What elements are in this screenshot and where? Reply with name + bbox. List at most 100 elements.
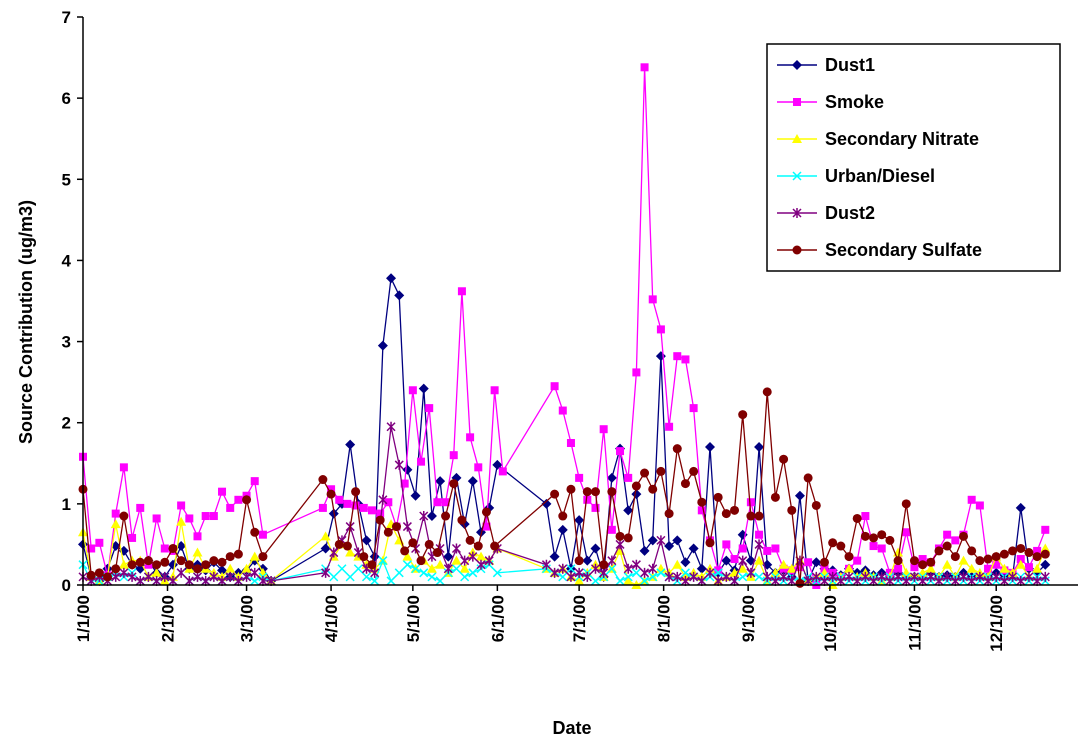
data-point-dust1 [345, 439, 356, 450]
data-point-secondary-sulfate [762, 387, 772, 397]
data-point-smoke [697, 506, 706, 515]
data-point-secondary-sulfate [787, 505, 797, 515]
data-point-smoke [351, 501, 360, 510]
data-point-secondary-sulfate [225, 552, 235, 562]
data-point-urban-diesel [640, 576, 650, 586]
data-point-secondary-sulfate [885, 535, 895, 545]
data-point-urban-diesel [419, 568, 429, 578]
data-point-smoke [738, 544, 747, 553]
data-point-smoke [918, 555, 927, 564]
data-point-dust1 [386, 273, 397, 284]
data-point-smoke [1033, 546, 1042, 555]
data-point-secondary-sulfate [176, 556, 186, 566]
data-point-dust2 [615, 539, 625, 550]
data-point-dust2 [746, 567, 756, 578]
data-point-secondary-sulfate [192, 564, 202, 574]
x-tick-label: 4/1/00 [322, 595, 341, 642]
x-tick-label: 3/1/00 [238, 595, 257, 642]
data-point-dust2 [541, 559, 551, 570]
data-point-secondary-sulfate [599, 560, 609, 570]
data-point-dust2 [648, 563, 658, 574]
data-point-dust2 [242, 571, 252, 582]
data-point-secondary-sulfate [250, 527, 260, 537]
data-point-smoke [433, 498, 442, 507]
data-point-dust1 [794, 490, 805, 501]
data-point-dust1 [606, 472, 617, 483]
data-point-secondary-sulfate [689, 466, 699, 476]
data-point-dust2 [1040, 571, 1050, 582]
data-point-dust1 [639, 545, 650, 556]
data-point-secondary-sulfate [819, 557, 829, 567]
data-point-smoke [550, 382, 559, 391]
data-point-secondary-nitrate [672, 559, 683, 569]
data-point-smoke [1024, 563, 1033, 572]
legend-item-dust1: Dust1 [777, 55, 875, 75]
data-point-urban-diesel [713, 568, 723, 578]
y-tick-label: 4 [62, 251, 72, 270]
data-point-urban-diesel [566, 564, 576, 574]
data-point-smoke [566, 439, 575, 447]
data-point-dust2 [860, 571, 870, 582]
data-point-dust2 [664, 571, 674, 582]
data-point-secondary-sulfate [926, 557, 936, 567]
data-point-secondary-nitrate [655, 563, 666, 573]
data-point-dust2 [329, 547, 339, 558]
data-point-smoke [877, 544, 886, 553]
data-point-secondary-nitrate [118, 559, 129, 569]
x-tick-label: 8/1/00 [655, 595, 674, 642]
data-point-secondary-sulfate [656, 466, 666, 476]
data-point-secondary-sulfate [648, 484, 658, 494]
data-point-secondary-sulfate [999, 549, 1009, 559]
data-point-dust2 [926, 571, 936, 582]
data-point-secondary-sulfate [901, 499, 911, 509]
data-point-smoke [466, 433, 475, 442]
data-point-dust2 [160, 571, 170, 582]
data-point-urban-diesel [468, 568, 478, 578]
data-point-dust2 [468, 551, 478, 562]
data-point-smoke [136, 503, 145, 512]
data-point-secondary-nitrate [435, 559, 446, 569]
data-point-secondary-sulfate [184, 560, 194, 570]
data-point-smoke [722, 540, 731, 549]
data-point-urban-diesel [345, 572, 355, 582]
data-point-smoke [408, 386, 417, 395]
data-point-smoke [746, 498, 755, 507]
data-point-secondary-sulfate [836, 541, 846, 551]
data-point-smoke [984, 564, 993, 573]
data-point-smoke [376, 509, 385, 518]
x-axis-title: Date [552, 718, 591, 738]
data-point-secondary-sulfate [119, 511, 129, 521]
data-point-smoke [763, 546, 772, 555]
data-point-urban-diesel [386, 576, 396, 586]
data-point-urban-diesel [590, 576, 601, 586]
data-point-secondary-sulfate [934, 546, 944, 556]
data-point-smoke [804, 558, 813, 567]
data-point-dust2 [762, 571, 772, 582]
data-point-smoke [771, 544, 780, 553]
data-point-dust2 [942, 571, 952, 582]
data-point-dust1 [1015, 502, 1026, 513]
data-point-dust1 [631, 489, 642, 500]
data-point-secondary-sulfate [566, 484, 576, 494]
series-line-secondary-sulfate [82, 391, 1046, 584]
data-point-secondary-sulfate [408, 538, 418, 548]
data-point-smoke [226, 503, 235, 512]
data-point-dust2 [958, 571, 969, 582]
data-point-dust2 [738, 555, 748, 566]
data-point-secondary-sulfate [94, 568, 104, 578]
data-point-secondary-sulfate [680, 479, 690, 489]
data-point-dust2 [119, 567, 129, 578]
data-point-smoke [599, 425, 608, 434]
data-point-secondary-sulfate [1032, 552, 1042, 562]
data-point-secondary-nitrate [901, 567, 912, 577]
data-point-secondary-nitrate [958, 555, 969, 565]
data-point-secondary-sulfate [209, 556, 219, 566]
data-point-dust1 [549, 551, 560, 562]
data-point-dust2 [476, 559, 486, 570]
data-point-secondary-nitrate [1032, 563, 1043, 573]
data-point-secondary-nitrate [942, 559, 953, 569]
data-point-dust2 [811, 571, 821, 582]
data-point-secondary-sulfate [909, 556, 919, 566]
data-point-secondary-nitrate [476, 551, 486, 561]
data-point-urban-diesel [754, 572, 764, 582]
